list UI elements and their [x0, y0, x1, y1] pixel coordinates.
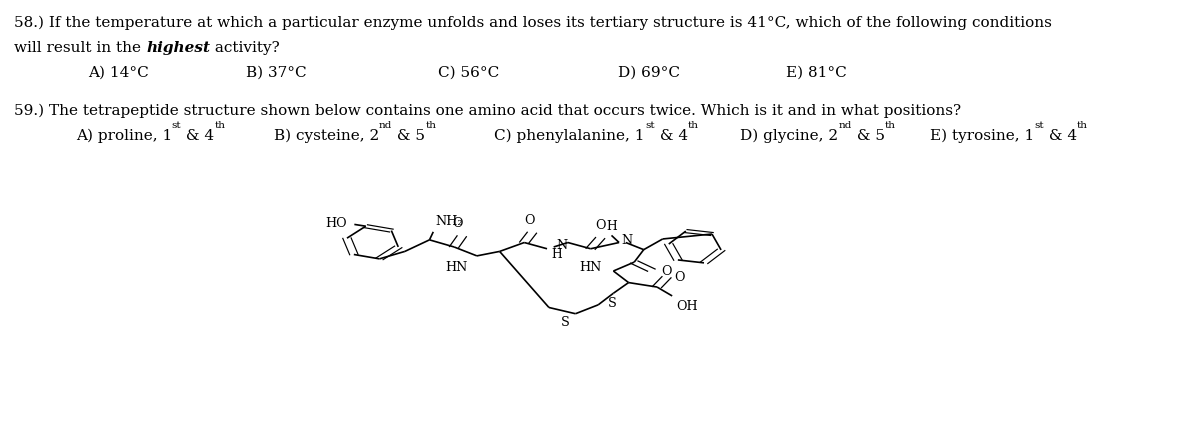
Text: & 4: & 4: [181, 129, 215, 143]
Text: D) 69°C: D) 69°C: [618, 66, 680, 80]
Text: st: st: [1034, 121, 1044, 130]
Text: D) glycine, 2: D) glycine, 2: [740, 129, 839, 143]
Text: H: H: [606, 220, 617, 233]
Text: th: th: [215, 121, 226, 130]
Text: OH: OH: [676, 300, 697, 313]
Text: N: N: [557, 239, 568, 252]
Text: th: th: [884, 121, 896, 130]
Text: th: th: [425, 121, 437, 130]
Text: E) 81°C: E) 81°C: [786, 66, 847, 80]
Text: HO: HO: [325, 217, 347, 230]
Text: E) tyrosine, 1: E) tyrosine, 1: [930, 129, 1034, 143]
Text: O: O: [452, 217, 463, 230]
Text: 59.) The tetrapeptide structure shown below contains one amino acid that occurs : 59.) The tetrapeptide structure shown be…: [14, 103, 961, 117]
Text: C) 56°C: C) 56°C: [438, 66, 499, 80]
Text: A) proline, 1: A) proline, 1: [76, 129, 172, 143]
Text: st: st: [644, 121, 654, 130]
Text: O: O: [595, 219, 605, 232]
Text: S: S: [607, 297, 617, 311]
Text: & 4: & 4: [654, 129, 688, 143]
Text: B) cysteine, 2: B) cysteine, 2: [274, 129, 379, 143]
Text: & 5: & 5: [852, 129, 884, 143]
Text: S: S: [562, 316, 570, 328]
Text: O: O: [524, 214, 535, 227]
Text: N: N: [620, 234, 632, 247]
Text: O: O: [674, 271, 684, 284]
Text: H: H: [551, 248, 562, 262]
Text: highest: highest: [146, 41, 210, 55]
Text: HN: HN: [445, 261, 468, 274]
Text: & 5: & 5: [392, 129, 425, 143]
Text: nd: nd: [379, 121, 392, 130]
Text: HN: HN: [580, 261, 602, 274]
Text: st: st: [172, 121, 181, 130]
Text: will result in the: will result in the: [14, 41, 146, 55]
Text: th: th: [1078, 121, 1088, 130]
Text: th: th: [688, 121, 698, 130]
Text: A) 14°C: A) 14°C: [88, 66, 149, 80]
Text: & 4: & 4: [1044, 129, 1078, 143]
Text: nd: nd: [839, 121, 852, 130]
Text: activity?: activity?: [210, 41, 280, 55]
Text: O: O: [661, 264, 671, 278]
Text: B) 37°C: B) 37°C: [246, 66, 307, 80]
Text: C) phenylalanine, 1: C) phenylalanine, 1: [494, 129, 644, 143]
Text: 58.) If the temperature at which a particular enzyme unfolds and loses its terti: 58.) If the temperature at which a parti…: [14, 16, 1052, 30]
Text: NH₂: NH₂: [436, 215, 463, 228]
